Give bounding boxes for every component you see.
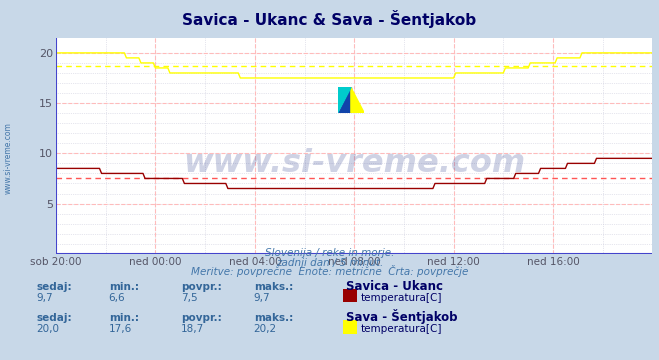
Text: sedaj:: sedaj:: [36, 282, 72, 292]
Text: maks.:: maks.:: [254, 313, 293, 323]
Polygon shape: [337, 87, 351, 113]
Text: temperatura[C]: temperatura[C]: [361, 324, 443, 334]
Polygon shape: [351, 87, 364, 113]
Text: 18,7: 18,7: [181, 324, 204, 334]
Text: Slovenija / reke in morje.: Slovenija / reke in morje.: [265, 248, 394, 258]
Text: maks.:: maks.:: [254, 282, 293, 292]
Text: zadnji dan / 5 minut.: zadnji dan / 5 minut.: [276, 258, 383, 268]
Text: min.:: min.:: [109, 282, 139, 292]
Text: 20,0: 20,0: [36, 324, 59, 334]
Text: povpr.:: povpr.:: [181, 282, 222, 292]
Text: Meritve: povprečne  Enote: metrične  Črta: povprečje: Meritve: povprečne Enote: metrične Črta:…: [191, 265, 468, 277]
Text: Savica - Ukanc: Savica - Ukanc: [346, 280, 443, 293]
Text: 20,2: 20,2: [254, 324, 277, 334]
Text: Savica - Ukanc & Sava - Šentjakob: Savica - Ukanc & Sava - Šentjakob: [183, 10, 476, 28]
Text: 7,5: 7,5: [181, 293, 198, 303]
Polygon shape: [337, 87, 351, 113]
Text: sedaj:: sedaj:: [36, 313, 72, 323]
Text: min.:: min.:: [109, 313, 139, 323]
Text: www.si-vreme.com: www.si-vreme.com: [4, 122, 13, 194]
Text: Sava - Šentjakob: Sava - Šentjakob: [346, 309, 457, 324]
Text: www.si-vreme.com: www.si-vreme.com: [183, 148, 525, 179]
Text: 9,7: 9,7: [36, 293, 53, 303]
Text: 6,6: 6,6: [109, 293, 125, 303]
Text: 9,7: 9,7: [254, 293, 270, 303]
Text: povpr.:: povpr.:: [181, 313, 222, 323]
Text: 17,6: 17,6: [109, 324, 132, 334]
Text: temperatura[C]: temperatura[C]: [361, 293, 443, 303]
